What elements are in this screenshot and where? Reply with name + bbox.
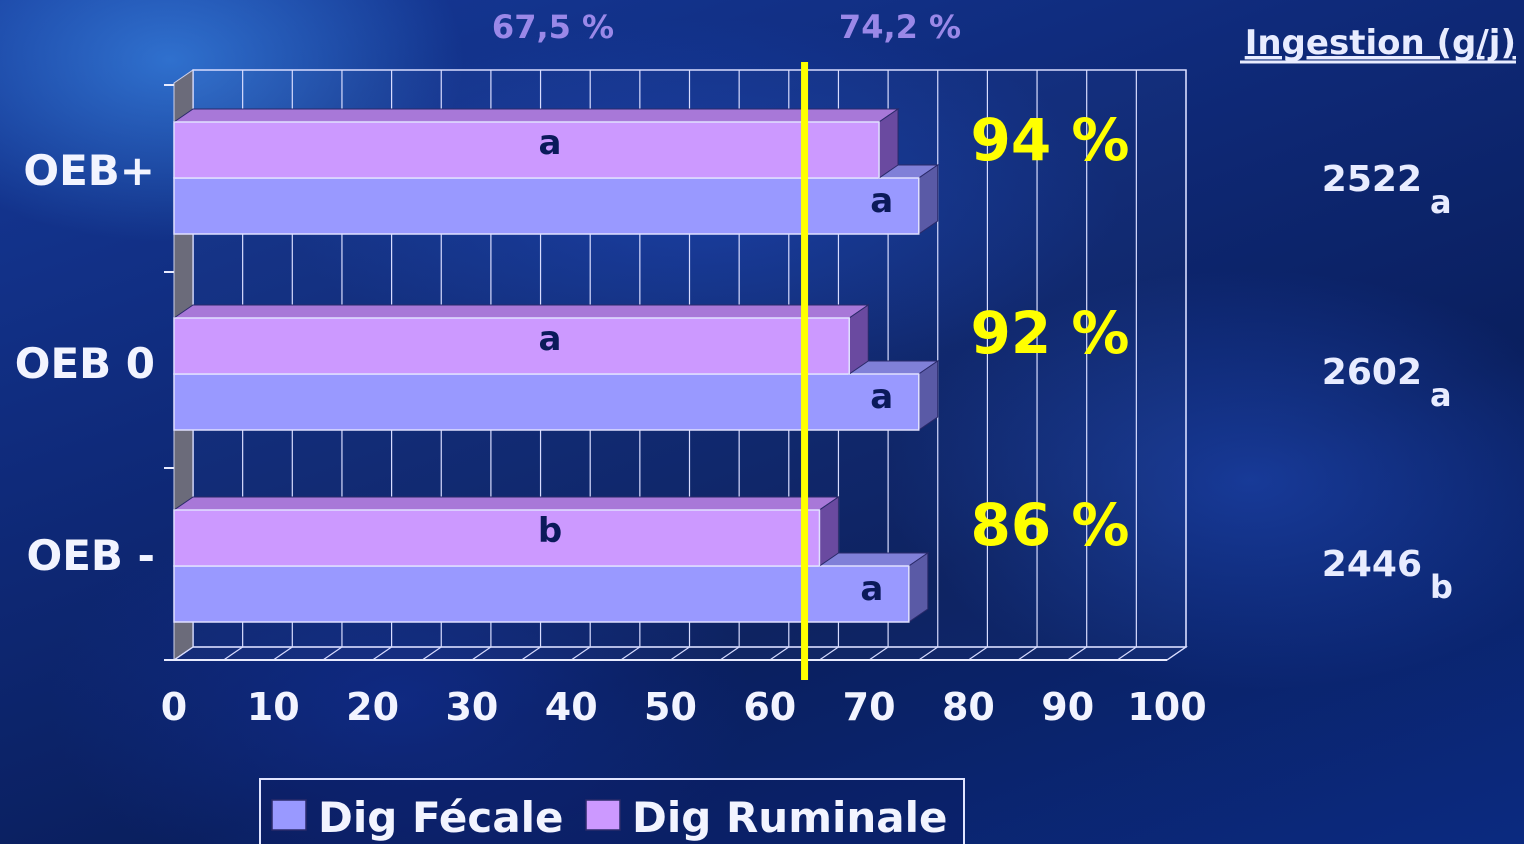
- chart-bars: a b a a a a: [172, 108, 940, 623]
- bar-dig-fecale: [173, 373, 920, 431]
- legend-label-dig-fecale: Dig Fécale: [318, 793, 564, 842]
- floor-gridline: [1017, 646, 1038, 661]
- ratio-label: 92 %: [970, 299, 1129, 367]
- x-tick-label: 0: [161, 685, 187, 729]
- floor-gridline: [868, 646, 889, 661]
- category-label: OEB+: [23, 146, 155, 195]
- x-tick-label: 60: [743, 685, 796, 729]
- floor-gridline: [471, 646, 492, 661]
- floor-gridline: [620, 646, 641, 661]
- bar-dig-fecale: [173, 565, 910, 623]
- ingestion-value: 2522: [1322, 159, 1422, 200]
- floor-gridline: [173, 646, 194, 661]
- bar-dig-ruminale-top: [172, 304, 870, 319]
- bar-letter-fecale: a: [860, 569, 883, 609]
- x-tick-label: 20: [346, 685, 399, 729]
- top-percentage-label: 74,2 %: [839, 8, 961, 46]
- bar-letter-fecale: a: [870, 181, 893, 221]
- floor-gridline: [372, 646, 392, 661]
- ratio-labels: 86 % 92 % 94 %: [970, 106, 1129, 559]
- floor-gridline: [223, 646, 243, 661]
- bar-dig-ruminale: [173, 509, 821, 567]
- floor-gridline: [1117, 646, 1137, 661]
- floor-gridline: [1067, 646, 1088, 661]
- ingestion-letter: a: [1430, 376, 1452, 414]
- ingestion-value: 2446: [1322, 544, 1422, 585]
- bar-letter-ruminale: b: [538, 511, 562, 551]
- ingestion-letter: b: [1430, 568, 1453, 606]
- category-label: OEB -: [27, 531, 155, 580]
- bar-dig-ruminale: [173, 121, 880, 179]
- category-label: OEB 0: [15, 339, 155, 388]
- floor-gridline: [1166, 646, 1187, 661]
- x-axis-ticks: 0 10 20 30 40 50 60 70 80 90 100: [161, 685, 1207, 729]
- x-tick-label: 70: [843, 685, 896, 729]
- bar-dig-ruminale-top: [172, 496, 841, 511]
- floor-gridline: [272, 646, 293, 661]
- floor-gridline: [968, 646, 988, 661]
- legend-label-dig-ruminale: Dig Ruminale: [632, 793, 947, 842]
- floor-gridline: [421, 646, 442, 661]
- floor-gridline: [918, 646, 939, 661]
- top-labels: 67,5 % 74,2 %: [492, 8, 961, 46]
- x-tick-label: 90: [1041, 685, 1094, 729]
- ingestion-letter: a: [1430, 183, 1452, 221]
- floor-gridline: [719, 646, 740, 661]
- ingestion-title: Ingestion (g/j): [1245, 23, 1516, 63]
- floor-gridline: [769, 646, 790, 661]
- bar-letter-ruminale: a: [539, 319, 562, 359]
- x-tick-label: 80: [942, 685, 995, 729]
- bar-dig-ruminale-top: [172, 108, 900, 123]
- bar-dig-fecale: [173, 177, 920, 235]
- ingestion-value: 2602: [1322, 352, 1422, 393]
- bar-dig-ruminale: [173, 317, 850, 375]
- category-labels: OEB - OEB 0 OEB+: [15, 146, 155, 580]
- x-tick-label: 50: [644, 685, 697, 729]
- floor-gridline: [670, 646, 690, 661]
- bar-letter-fecale: a: [870, 377, 893, 417]
- legend-swatch-dig-ruminale: [585, 799, 621, 831]
- floor-gridline: [521, 646, 541, 661]
- floor-gridline: [570, 646, 591, 661]
- floor-gridline: [322, 646, 343, 661]
- legend: Dig Fécale Dig Ruminale: [259, 778, 965, 844]
- x-tick-label: 40: [545, 685, 598, 729]
- legend-swatch-dig-fecale: [271, 799, 307, 831]
- x-tick-label: 10: [247, 685, 300, 729]
- x-tick-label: 30: [445, 685, 498, 729]
- bar-letter-ruminale: a: [539, 123, 562, 163]
- ratio-label: 94 %: [970, 106, 1129, 174]
- top-percentage-label: 67,5 %: [492, 8, 614, 46]
- ratio-label: 86 %: [970, 491, 1129, 559]
- x-tick-label: 100: [1127, 685, 1206, 729]
- floor-gridline: [819, 646, 839, 661]
